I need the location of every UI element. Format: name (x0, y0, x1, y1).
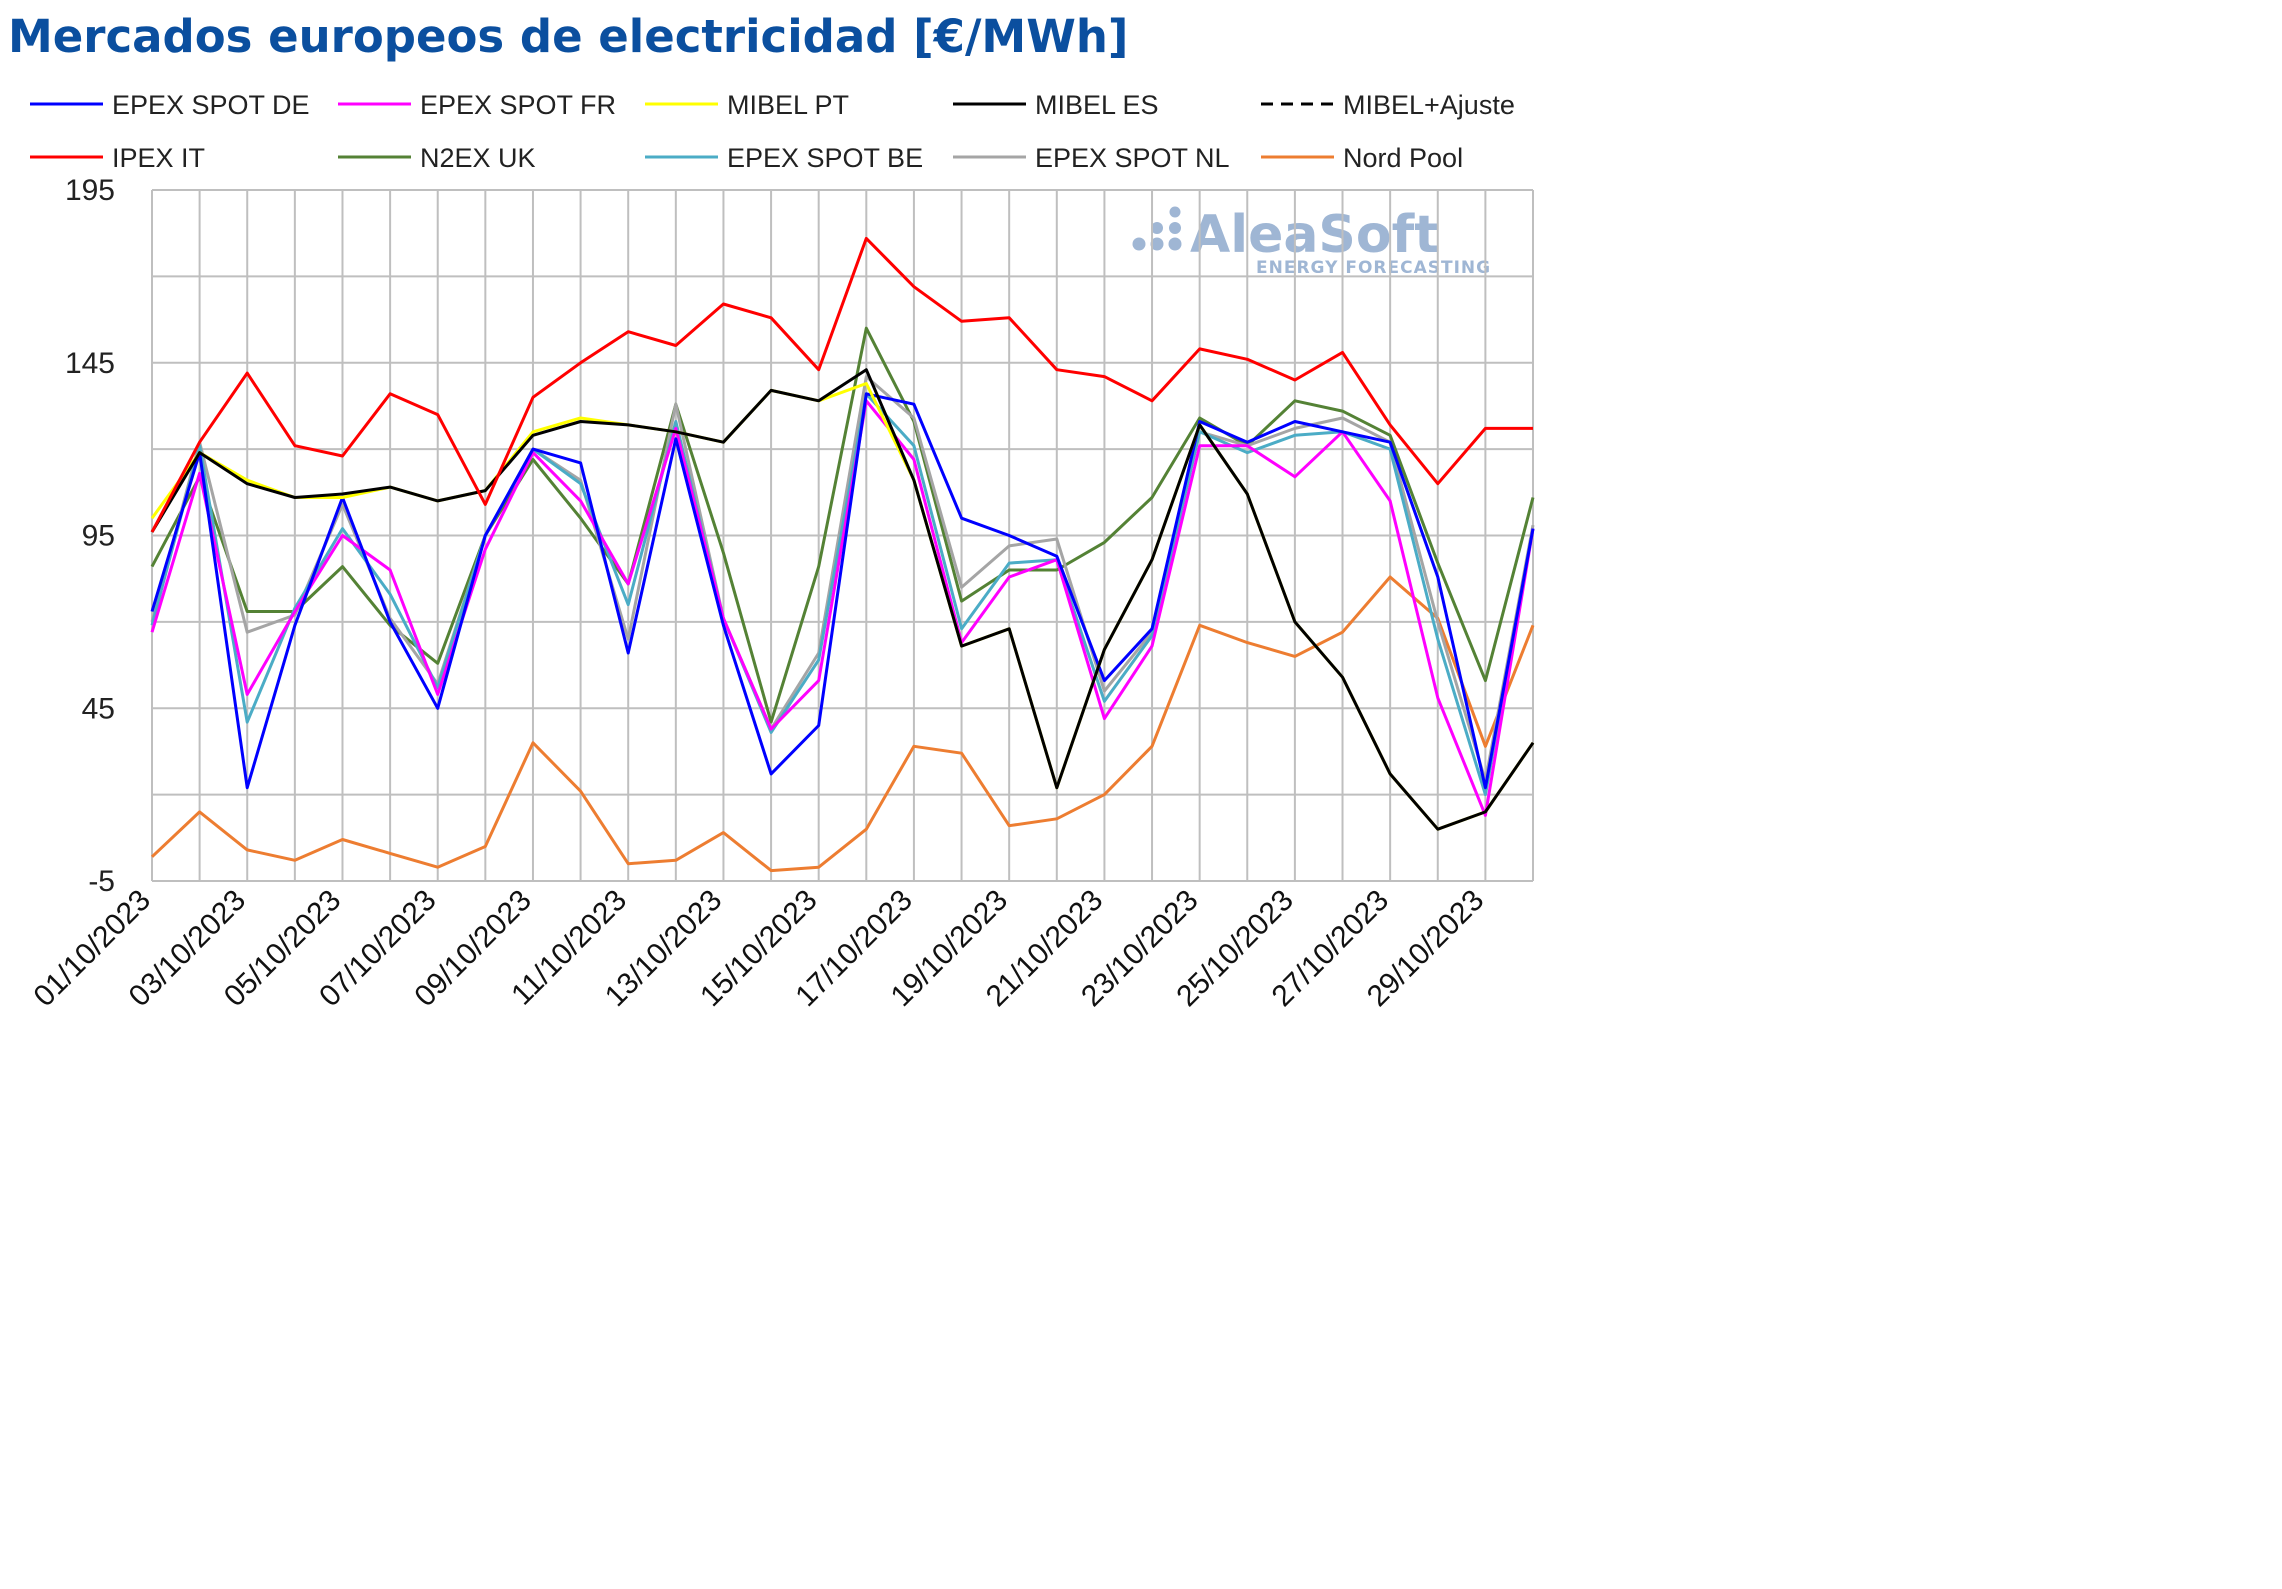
legend-label: N2EX UK (420, 143, 536, 173)
logo-dots-icon (1132, 206, 1182, 251)
line-chart: AleaSoft ENERGY FORECASTING -5 45 95 145 195… (27, 90, 1535, 1014)
legend-item: MIBEL+Ajuste (1261, 90, 1515, 120)
legend-label: MIBEL PT (727, 90, 849, 120)
series-line-mibel-ajuste (151, 368, 1534, 831)
legend-item: EPEX SPOT DE (30, 90, 310, 120)
y-tick-label: 145 (65, 347, 115, 380)
legend-item: EPEX SPOT FR (338, 90, 616, 120)
x-axis: 01/10/202303/10/202305/10/202307/10/2023… (27, 884, 1490, 1014)
y-axis: -5 45 95 145 195 (65, 174, 115, 898)
series-line-epex-spot-nl (150, 375, 1535, 783)
series-line-epex-spot-be (150, 392, 1535, 797)
legend-item: IPEX IT (30, 143, 205, 173)
series-line-epex-spot-fr (150, 399, 1535, 817)
legend-label: IPEX IT (112, 143, 205, 173)
series-line-ipex-it (150, 236, 1533, 533)
series-line-mibel-es (150, 368, 1535, 831)
legend-label: EPEX SPOT FR (420, 90, 616, 120)
page-title: Mercados europeos de electricidad [€/MWh… (8, 10, 1129, 63)
legend-item: EPEX SPOT BE (645, 143, 923, 173)
series-line-epex-spot-de (150, 392, 1535, 790)
series-line-nord-pool (150, 575, 1535, 873)
y-tick-label: -5 (88, 865, 115, 898)
y-tick-label: 95 (82, 520, 115, 553)
chart-grid (151, 189, 1534, 882)
legend-item: Nord Pool (1261, 143, 1463, 173)
logo-name: AleaSoft (1190, 205, 1439, 265)
legend-label: MIBEL ES (1035, 90, 1159, 120)
series-line-n2ex-uk (150, 326, 1535, 724)
y-tick-label: 195 (65, 174, 115, 207)
legend-item: MIBEL ES (953, 90, 1159, 120)
chart-legend: EPEX SPOT DE EPEX SPOT FR MIBEL PT MIBEL ES… (30, 90, 1515, 173)
y-tick-label: 45 (82, 692, 115, 725)
legend-label: EPEX SPOT NL (1035, 143, 1230, 173)
legend-label: MIBEL+Ajuste (1343, 90, 1515, 120)
legend-item: EPEX SPOT NL (953, 143, 1230, 173)
aleasoft-logo: AleaSoft ENERGY FORECASTING (1132, 205, 1491, 278)
legend-label: Nord Pool (1343, 143, 1463, 173)
legend-label: EPEX SPOT BE (727, 143, 923, 173)
logo-tagline: ENERGY FORECASTING (1256, 258, 1491, 278)
legend-label: EPEX SPOT DE (112, 90, 310, 120)
chart-lines (150, 236, 1535, 873)
legend-item: N2EX UK (338, 143, 536, 173)
legend-item: MIBEL PT (645, 90, 849, 120)
